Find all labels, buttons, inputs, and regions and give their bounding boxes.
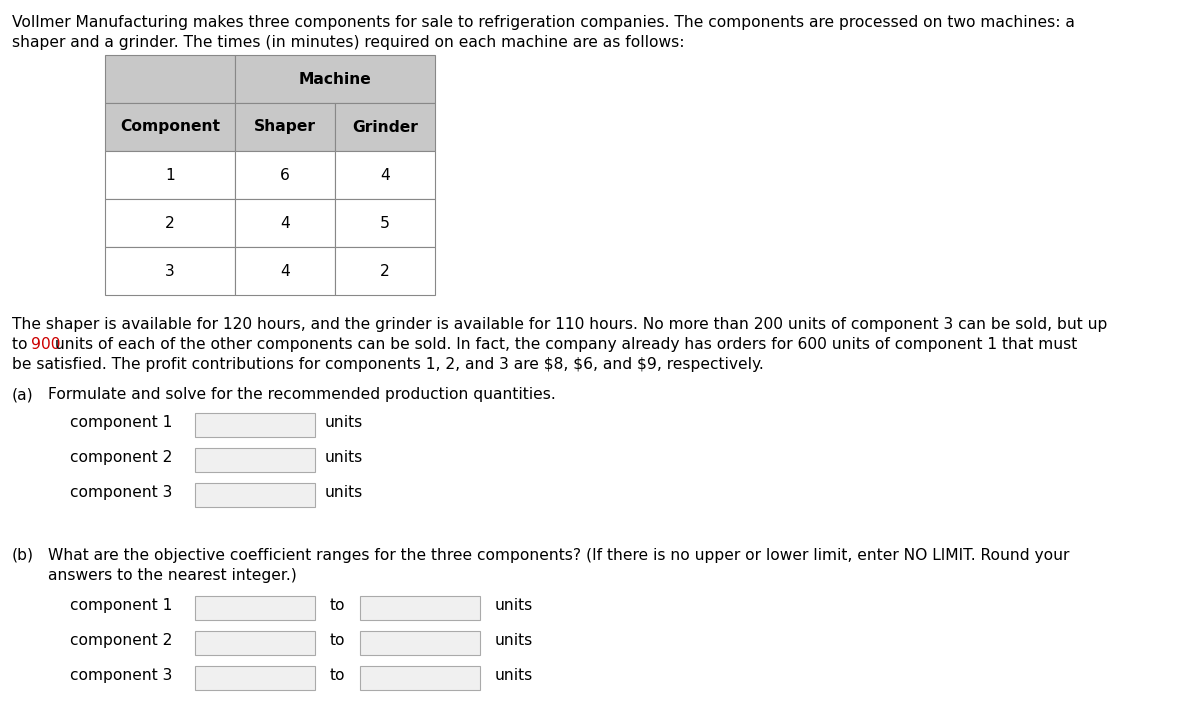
Bar [194,666,314,690]
Text: (a): (a) [12,387,34,402]
Bar [335,199,436,247]
Text: 1: 1 [166,168,175,182]
Text: The shaper is available for 120 hours, and the grinder is available for 110 hour: The shaper is available for 120 hours, a… [12,317,1108,332]
Text: (b): (b) [12,548,34,563]
Text: units: units [325,415,364,430]
Bar [194,448,314,472]
Text: units of each of the other components can be sold. In fact, the company already : units of each of the other components ca… [50,337,1078,352]
Bar [194,483,314,507]
Bar [235,55,436,103]
Bar [360,666,480,690]
Text: units: units [496,598,533,613]
Bar [235,199,335,247]
Text: component 2: component 2 [70,633,173,648]
Bar [235,247,335,295]
Bar [360,631,480,655]
Bar [194,413,314,437]
Text: units: units [325,450,364,465]
Text: component 2: component 2 [70,450,173,465]
Bar [106,55,235,103]
Bar [360,596,480,620]
Text: 5: 5 [380,215,390,231]
Bar [335,103,436,151]
Text: 6: 6 [280,168,290,182]
Bar [335,151,436,199]
Text: to: to [330,668,346,683]
Text: units: units [325,485,364,500]
Text: 4: 4 [280,264,290,278]
Text: What are the objective coefficient ranges for the three components? (If there is: What are the objective coefficient range… [48,548,1069,563]
Text: 2: 2 [380,264,390,278]
Bar [106,199,235,247]
Bar [106,151,235,199]
Text: Grinder: Grinder [352,119,418,135]
Text: Vollmer Manufacturing makes three components for sale to refrigeration companies: Vollmer Manufacturing makes three compon… [12,15,1075,30]
Text: Component: Component [120,119,220,135]
Bar [194,596,314,620]
Bar [106,103,235,151]
Bar [194,631,314,655]
Text: to: to [330,598,346,613]
Text: shaper and a grinder. The times (in minutes) required on each machine are as fol: shaper and a grinder. The times (in minu… [12,35,684,50]
Text: to: to [330,633,346,648]
Text: 900: 900 [31,337,60,352]
Text: units: units [496,668,533,683]
Text: to: to [12,337,32,352]
Text: Formulate and solve for the recommended production quantities.: Formulate and solve for the recommended … [48,387,556,402]
Text: be satisfied. The profit contributions for components 1, 2, and 3 are $8, $6, an: be satisfied. The profit contributions f… [12,357,763,372]
Text: component 3: component 3 [70,668,173,683]
Text: 2: 2 [166,215,175,231]
Text: component 1: component 1 [70,415,173,430]
Bar [335,247,436,295]
Text: answers to the nearest integer.): answers to the nearest integer.) [48,568,296,583]
Text: Shaper: Shaper [254,119,316,135]
Text: units: units [496,633,533,648]
Bar [235,103,335,151]
Bar [106,247,235,295]
Text: component 3: component 3 [70,485,173,500]
Text: 4: 4 [380,168,390,182]
Text: component 1: component 1 [70,598,173,613]
Text: 4: 4 [280,215,290,231]
Bar [235,151,335,199]
Text: Machine: Machine [299,72,371,86]
Text: 3: 3 [166,264,175,278]
